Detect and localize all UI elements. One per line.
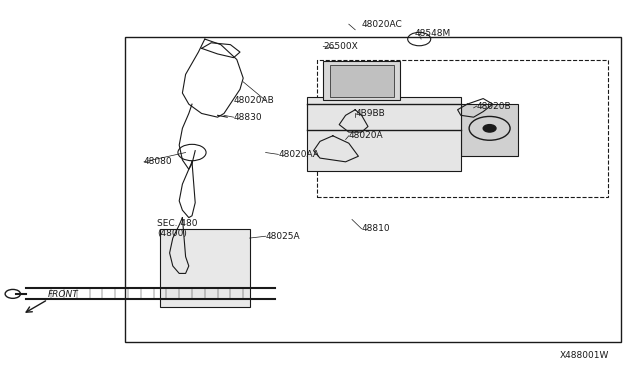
Text: 48830: 48830	[234, 113, 262, 122]
Bar	[330, 65, 394, 97]
Text: X488001W: X488001W	[560, 351, 609, 360]
Bar	[317, 60, 608, 197]
Text: SEC. 480
(4800): SEC. 480 (4800)	[157, 219, 197, 238]
Text: 48548M: 48548M	[415, 29, 451, 38]
Bar	[125, 37, 621, 342]
Text: 26500X: 26500X	[323, 42, 358, 51]
Bar	[461, 104, 518, 156]
Bar	[160, 229, 250, 307]
Bar	[307, 97, 461, 171]
Text: 48020AB: 48020AB	[234, 96, 275, 105]
Text: FRONT: FRONT	[48, 291, 79, 299]
Text: 48020AA: 48020AA	[278, 150, 319, 159]
Circle shape	[483, 125, 496, 132]
Text: 48020A: 48020A	[349, 131, 383, 140]
Text: 48810: 48810	[362, 224, 390, 233]
Text: 48025A: 48025A	[266, 232, 300, 241]
Bar	[323, 61, 400, 100]
Text: 48020B: 48020B	[477, 102, 511, 110]
Text: 48080: 48080	[144, 157, 173, 166]
Text: 4B9BB: 4B9BB	[355, 109, 385, 118]
Text: 48020AC: 48020AC	[362, 20, 403, 29]
